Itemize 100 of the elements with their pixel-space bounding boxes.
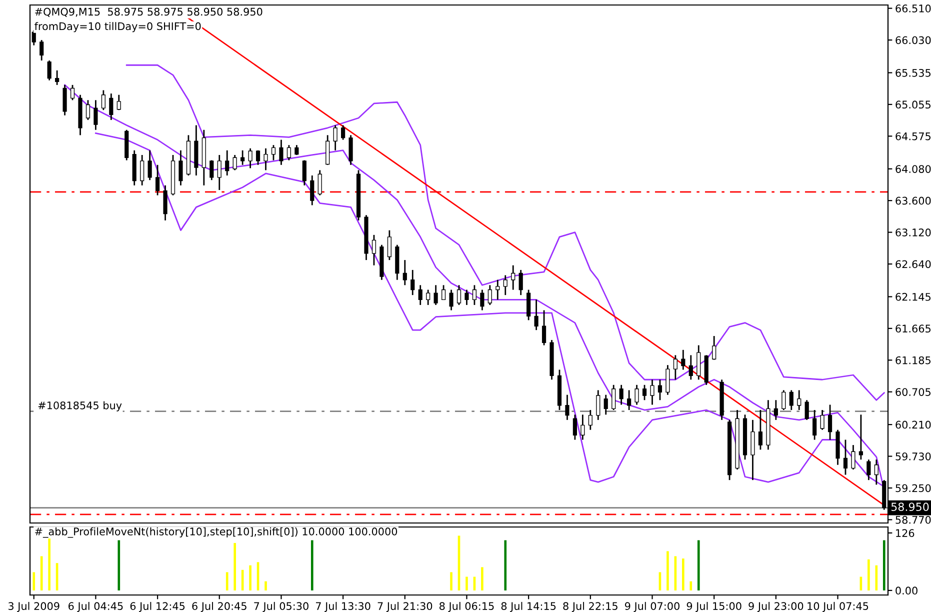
y-tick-label: 60.210 [896,420,931,429]
candlestick [55,70,60,86]
x-tick-label: 3 Jul 2009 [8,602,60,612]
candlestick [627,390,632,411]
candlestick [634,384,639,406]
bar [118,540,120,590]
ref-line-label: #10818545 buy [38,401,122,412]
x-tick-label: 6 Jul 12:45 [130,602,185,612]
candlestick [210,160,214,181]
bar [868,559,870,590]
candlestick [70,84,75,101]
candlestick [464,289,469,306]
y-tick-label: 58.770 [896,516,931,524]
bar [875,565,878,590]
candlestick [572,414,577,440]
y-tick-label: 65.055 [896,100,930,109]
candlestick [804,399,809,421]
bar [697,540,700,590]
candlestick [402,259,407,286]
bar [504,540,507,590]
x-tick-label: 9 Jul 07:00 [624,602,680,612]
x-tick-label: 6 Jul 04:45 [68,602,123,612]
bar [481,567,484,590]
candlestick [472,284,477,306]
candlestick [797,390,802,411]
candlestick [434,284,438,306]
candlestick [225,150,230,176]
candlestick [348,134,353,166]
candlestick [116,94,121,111]
candlestick [712,335,716,360]
y-tick-label: 126 [896,529,914,538]
candlestick [851,444,856,470]
candlestick [286,144,291,161]
candlestick [820,409,824,431]
candlestick [642,384,647,401]
candlestick [140,154,144,186]
y-tick-label: 61.185 [896,356,930,364]
candlestick [449,289,454,311]
candlestick [782,390,786,411]
candlestick [163,184,168,222]
candlestick [496,279,500,300]
candlestick [232,154,237,171]
candlestick [812,409,817,440]
candlestick [874,458,878,486]
candlestick [580,414,585,440]
candlestick [441,284,446,300]
y-tick-label: 66.030 [896,36,931,44]
candlestick [503,274,508,296]
candlestick [650,378,654,406]
candlestick [612,384,616,411]
bar [690,581,692,590]
candlestick [750,419,755,481]
bar [450,572,452,590]
candlestick [94,99,98,131]
candlestick [565,394,570,421]
candlestick [518,269,523,296]
candlestick [109,92,114,121]
candlestick [279,139,284,166]
candlestick [758,409,763,450]
y-tick-label: 62.640 [896,260,931,268]
candlestick [604,394,608,416]
x-tick-label: 8 Jul 06:15 [440,602,494,612]
candlestick [789,390,794,411]
candlestick [40,39,44,62]
candlestick [688,354,693,380]
x-tick-label: 7 Jul 13:30 [316,602,370,612]
candlestick [619,384,624,406]
y-tick-label: 63.120 [896,228,931,236]
chart-title: #_abb_ProfileMoveNt(history[10],step[10],shift[0]) 10.0000 100.0000 [35,527,398,538]
candlestick [240,150,245,166]
y-tick-label: 60.705 [896,388,930,396]
candlestick [858,414,863,460]
bar [234,542,236,590]
bar [40,556,43,590]
candlestick [488,284,492,306]
x-tick-label: 7 Jul 05:30 [254,602,308,612]
candlestick [62,84,67,116]
bar [666,551,669,590]
candlestick [294,144,299,156]
candlestick [596,390,600,421]
candlestick [271,144,276,161]
y-tick-label: 59.730 [896,452,931,460]
candlestick [178,150,183,186]
x-tick-label: 8 Jul 22:15 [563,602,618,612]
x-tick-label: 7 Jul 21:30 [378,602,432,612]
bar [264,581,267,590]
candlestick [681,349,686,370]
chart-title: #QMQ9,M15 58.975 58.975 58.950 58.950 [35,8,262,17]
candlestick [542,310,546,346]
y-tick-label: 64.575 [896,132,930,140]
y-tick-label: 65.535 [896,68,930,77]
x-tick-label: 8 Jul 14:15 [501,602,556,612]
candlestick [418,284,422,306]
candlestick [86,99,90,121]
bar [882,540,886,590]
ref-line-label: 58.950 [891,502,929,512]
candlestick [696,344,701,380]
candlestick [302,160,306,186]
bar [48,537,50,590]
candlestick [426,289,430,306]
